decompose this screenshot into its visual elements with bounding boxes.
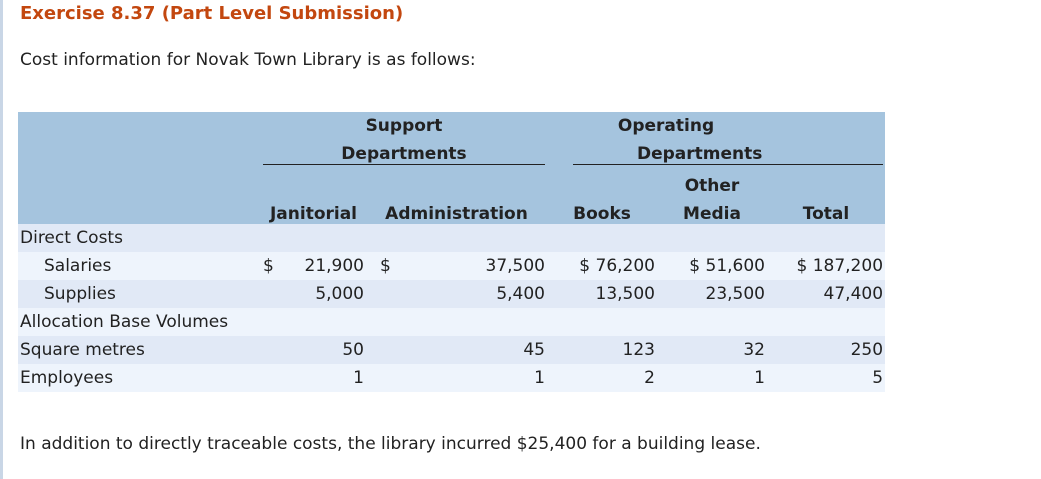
salaries-janitorial: 21,900 xyxy=(304,256,364,276)
header-row-2: Departments Departments xyxy=(18,140,886,168)
salaries-books: $ 76,200 xyxy=(547,252,657,280)
salaries-admin-sym: $ xyxy=(366,252,404,280)
salaries-janitorial-sym: $ xyxy=(263,256,274,276)
square-metres-books: 123 xyxy=(547,336,657,364)
employees-admin: 1 xyxy=(404,364,547,392)
header-row-4: Janitorial Administration Books Media To… xyxy=(18,196,886,224)
intro-text: Cost information for Novak Town Library … xyxy=(20,50,476,70)
supplies-books: 13,500 xyxy=(547,280,657,308)
other-heading: Other xyxy=(657,168,767,196)
direct-costs-row: Direct Costs xyxy=(18,224,886,252)
salaries-total: $ 187,200 xyxy=(767,252,886,280)
supplies-media: 23,500 xyxy=(657,280,767,308)
col-janitorial: Janitorial xyxy=(261,196,366,224)
left-border xyxy=(0,0,3,479)
supplies-total: 47,400 xyxy=(767,280,886,308)
col-administration: Administration xyxy=(366,196,547,224)
salaries-admin: 37,500 xyxy=(404,252,547,280)
exercise-title: Exercise 8.37 (Part Level Submission) xyxy=(20,3,404,24)
cost-table: Support Operating Departments Department… xyxy=(18,112,886,392)
operating-heading-1: Operating xyxy=(547,112,886,140)
direct-costs-label: Direct Costs xyxy=(18,224,261,252)
employees-label: Employees xyxy=(18,364,261,392)
supplies-janitorial: 5,000 xyxy=(261,280,366,308)
header-row-1: Support Operating xyxy=(18,112,886,140)
col-books: Books xyxy=(547,196,657,224)
operating-heading-2: Departments xyxy=(573,144,884,165)
supplies-row: Supplies 5,000 5,400 13,500 23,500 47,40… xyxy=(18,280,886,308)
square-metres-row: Square metres 50 45 123 32 250 xyxy=(18,336,886,364)
square-metres-admin: 45 xyxy=(404,336,547,364)
supplies-label: Supplies xyxy=(18,280,261,308)
employees-janitorial: 1 xyxy=(261,364,366,392)
supplies-admin: 5,400 xyxy=(404,280,547,308)
header-row-3: Other xyxy=(18,168,886,196)
employees-media: 1 xyxy=(657,364,767,392)
employees-row: Employees 1 1 2 1 5 xyxy=(18,364,886,392)
salaries-label: Salaries xyxy=(18,252,261,280)
square-metres-media: 32 xyxy=(657,336,767,364)
salaries-row: Salaries $ 21,900 $ 37,500 $ 76,200 $ 51… xyxy=(18,252,886,280)
square-metres-label: Square metres xyxy=(18,336,261,364)
col-total: Total xyxy=(767,196,886,224)
allocation-label: Allocation Base Volumes xyxy=(18,308,261,336)
allocation-row: Allocation Base Volumes xyxy=(18,308,886,336)
square-metres-total: 250 xyxy=(767,336,886,364)
lease-note: In addition to directly traceable costs,… xyxy=(20,434,761,454)
support-heading-1: Support xyxy=(261,112,547,140)
employees-books: 2 xyxy=(547,364,657,392)
employees-total: 5 xyxy=(767,364,886,392)
col-media: Media xyxy=(657,196,767,224)
square-metres-janitorial: 50 xyxy=(261,336,366,364)
support-heading-2: Departments xyxy=(263,144,545,165)
salaries-media: $ 51,600 xyxy=(657,252,767,280)
